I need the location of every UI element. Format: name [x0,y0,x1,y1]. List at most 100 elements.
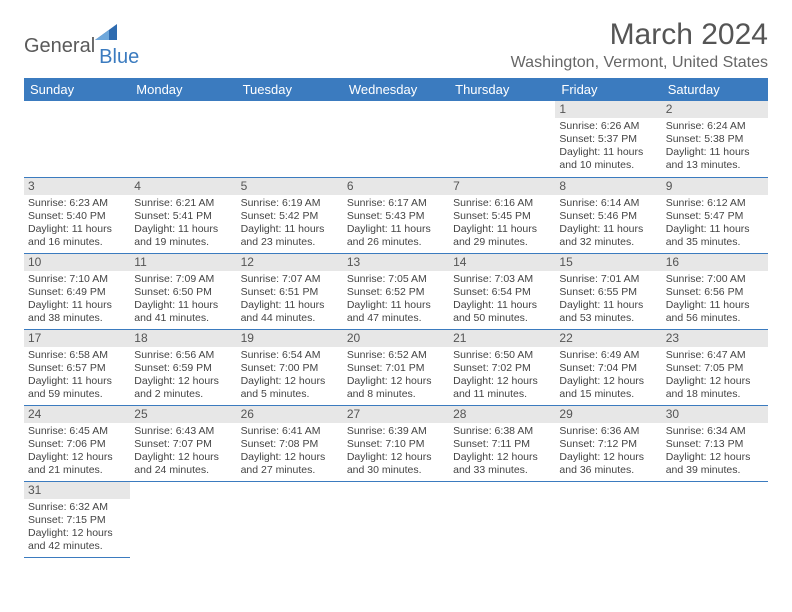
daylight-line-2: and 32 minutes. [559,236,657,249]
calendar-head: SundayMondayTuesdayWednesdayThursdayFrid… [24,78,768,101]
day-number: 16 [662,254,768,271]
sunset-line: Sunset: 6:59 PM [134,362,232,375]
day-number: 4 [130,178,236,195]
day-number: 13 [343,254,449,271]
calendar-cell: 31Sunrise: 6:32 AMSunset: 7:15 PMDayligh… [24,481,130,557]
sunrise-line: Sunrise: 6:52 AM [347,349,445,362]
sunrise-line: Sunrise: 6:12 AM [666,197,764,210]
daylight-line-2: and 53 minutes. [559,312,657,325]
calendar-cell [130,481,236,557]
day-header: Saturday [662,78,768,101]
logo-text-general: General [24,35,95,58]
daylight-line-2: and 18 minutes. [666,388,764,401]
sunrise-line: Sunrise: 6:16 AM [453,197,551,210]
daylight-line-1: Daylight: 12 hours [559,375,657,388]
day-number: 21 [449,330,555,347]
daylight-line-2: and 27 minutes. [241,464,339,477]
calendar-cell: 29Sunrise: 6:36 AMSunset: 7:12 PMDayligh… [555,405,661,481]
sunrise-line: Sunrise: 7:09 AM [134,273,232,286]
day-number: 9 [662,178,768,195]
sunset-line: Sunset: 5:40 PM [28,210,126,223]
calendar-cell: 6Sunrise: 6:17 AMSunset: 5:43 PMDaylight… [343,177,449,253]
daylight-line-2: and 24 minutes. [134,464,232,477]
calendar-cell: 14Sunrise: 7:03 AMSunset: 6:54 PMDayligh… [449,253,555,329]
day-number: 18 [130,330,236,347]
day-number: 15 [555,254,661,271]
sunrise-line: Sunrise: 6:32 AM [28,501,126,514]
daylight-line-2: and 35 minutes. [666,236,764,249]
daylight-line-1: Daylight: 12 hours [453,375,551,388]
calendar-cell: 26Sunrise: 6:41 AMSunset: 7:08 PMDayligh… [237,405,343,481]
day-number: 27 [343,406,449,423]
daylight-line-2: and 10 minutes. [559,159,657,172]
daylight-line-1: Daylight: 12 hours [666,375,764,388]
daylight-line-1: Daylight: 12 hours [559,451,657,464]
sunrise-line: Sunrise: 6:54 AM [241,349,339,362]
daylight-line-2: and 50 minutes. [453,312,551,325]
daylight-line-2: and 15 minutes. [559,388,657,401]
day-number: 17 [24,330,130,347]
daylight-line-2: and 36 minutes. [559,464,657,477]
sunrise-line: Sunrise: 6:14 AM [559,197,657,210]
sunset-line: Sunset: 7:02 PM [453,362,551,375]
daylight-line-1: Daylight: 11 hours [559,223,657,236]
calendar-cell: 19Sunrise: 6:54 AMSunset: 7:00 PMDayligh… [237,329,343,405]
daylight-line-2: and 11 minutes. [453,388,551,401]
day-number: 26 [237,406,343,423]
sunset-line: Sunset: 7:08 PM [241,438,339,451]
calendar-cell [343,481,449,557]
calendar-cell [24,101,130,177]
sunrise-line: Sunrise: 6:17 AM [347,197,445,210]
calendar-table: SundayMondayTuesdayWednesdayThursdayFrid… [24,78,768,558]
daylight-line-2: and 13 minutes. [666,159,764,172]
calendar-cell [343,101,449,177]
sunrise-line: Sunrise: 6:21 AM [134,197,232,210]
calendar-cell: 21 Sunrise: 6:50 AMSunset: 7:02 PMDayligh… [449,329,555,405]
sunrise-line: Sunrise: 6:45 AM [28,425,126,438]
sunrise-line: Sunrise: 6:39 AM [347,425,445,438]
day-number: 30 [662,406,768,423]
day-number: 6 [343,178,449,195]
daylight-line-1: Daylight: 11 hours [28,223,126,236]
day-number: 8 [555,178,661,195]
sunset-line: Sunset: 6:50 PM [134,286,232,299]
sunset-line: Sunset: 6:55 PM [559,286,657,299]
sunrise-line: Sunrise: 6:23 AM [28,197,126,210]
calendar-cell: 20 Sunrise: 6:52 AMSunset: 7:01 PMDayligh… [343,329,449,405]
day-number: 19 [237,330,343,347]
sunrise-line: Sunrise: 7:00 AM [666,273,764,286]
sunrise-line: Sunrise: 6:43 AM [134,425,232,438]
daylight-line-2: and 39 minutes. [666,464,764,477]
calendar-cell: 16Sunrise: 7:00 AMSunset: 6:56 PMDayligh… [662,253,768,329]
header: General Blue March 2024 Washington, Verm… [24,18,768,72]
logo-text-blue: Blue [99,46,139,69]
location: Washington, Vermont, United States [511,54,768,72]
day-number: 23 [662,330,768,347]
daylight-line-2: and 33 minutes. [453,464,551,477]
daylight-line-2: and 5 minutes. [241,388,339,401]
calendar-cell: 23Sunrise: 6:47 AMSunset: 7:05 PMDayligh… [662,329,768,405]
daylight-line-1: Daylight: 12 hours [28,451,126,464]
day-number: 20 [343,330,449,347]
sunset-line: Sunset: 6:51 PM [241,286,339,299]
calendar-cell: 25Sunrise: 6:43 AMSunset: 7:07 PMDayligh… [130,405,236,481]
daylight-line-1: Daylight: 12 hours [134,451,232,464]
daylight-line-2: and 47 minutes. [347,312,445,325]
daylight-line-1: Daylight: 11 hours [28,375,126,388]
sunset-line: Sunset: 7:04 PM [559,362,657,375]
sunset-line: Sunset: 7:10 PM [347,438,445,451]
daylight-line-2: and 59 minutes. [28,388,126,401]
day-number: 7 [449,178,555,195]
daylight-line-1: Daylight: 11 hours [347,299,445,312]
calendar-cell [449,101,555,177]
daylight-line-2: and 19 minutes. [134,236,232,249]
sunrise-line: Sunrise: 6:50 AM [453,349,551,362]
calendar-cell [237,481,343,557]
calendar-body: 1Sunrise: 6:26 AMSunset: 5:37 PMDaylight… [24,101,768,557]
calendar-cell: 2Sunrise: 6:24 AMSunset: 5:38 PMDaylight… [662,101,768,177]
sunset-line: Sunset: 7:01 PM [347,362,445,375]
sunrise-line: Sunrise: 6:41 AM [241,425,339,438]
day-number: 5 [237,178,343,195]
daylight-line-1: Daylight: 12 hours [347,375,445,388]
daylight-line-2: and 26 minutes. [347,236,445,249]
